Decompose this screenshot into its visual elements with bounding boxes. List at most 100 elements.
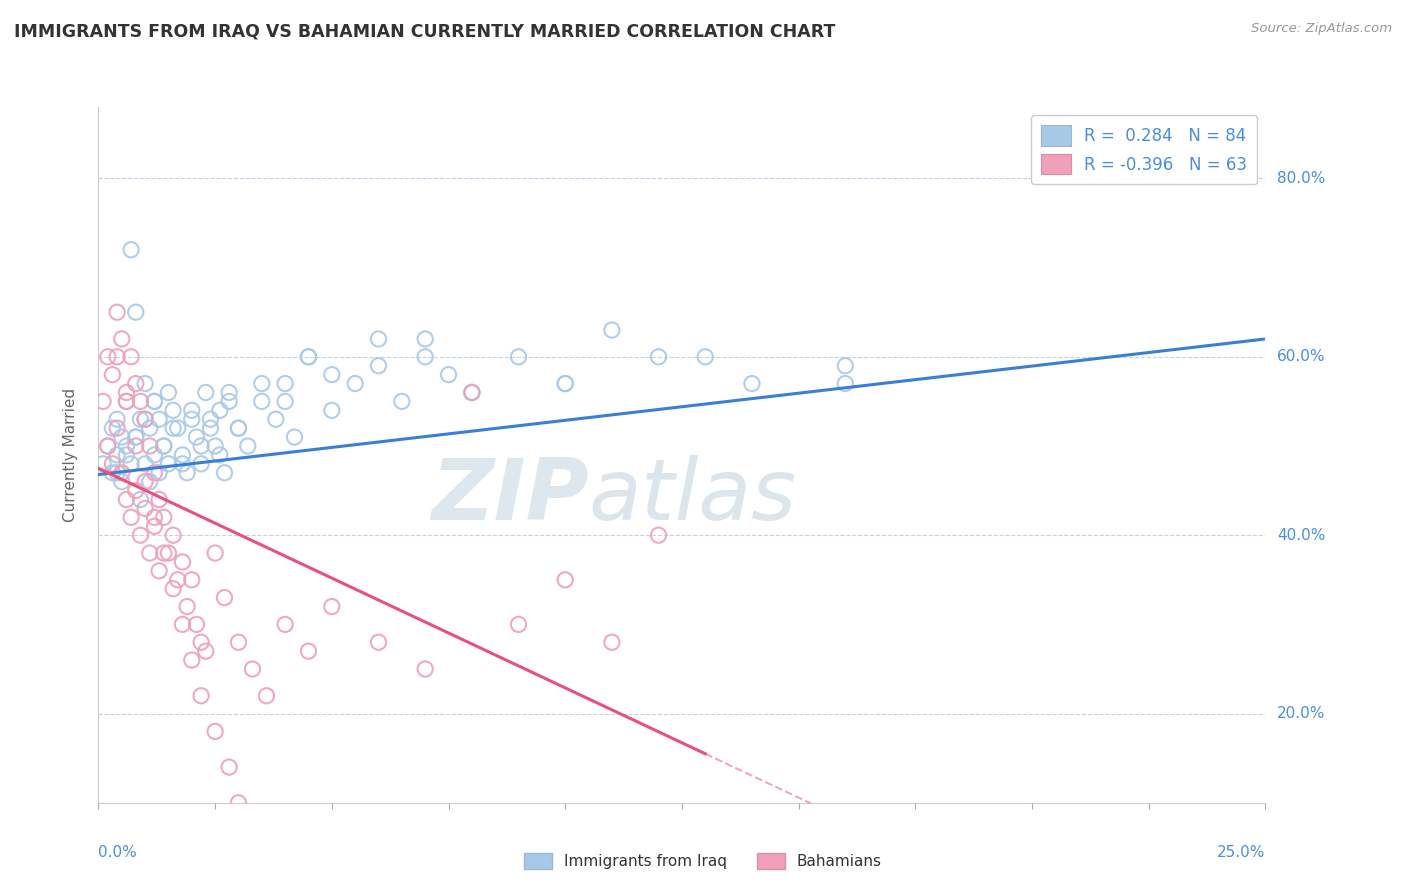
Text: atlas: atlas (589, 455, 797, 538)
Point (125, 430, 148, 444)
Point (236, 439, 259, 453)
Point (148, 466, 170, 480)
Point (250, 376, 273, 391)
Point (204, 546, 226, 560)
Point (554, 573, 576, 587)
Point (111, 332, 134, 346)
Point (200, 421, 222, 435)
Point (91, 457, 114, 471)
Point (101, 421, 124, 435)
Point (166, 573, 188, 587)
Point (129, 528, 152, 542)
Point (129, 412, 152, 426)
Point (172, 617, 194, 632)
Point (111, 475, 134, 489)
Point (461, 385, 484, 400)
Point (250, 394, 273, 409)
Point (218, 760, 240, 774)
Point (208, 403, 231, 417)
Point (242, 662, 264, 676)
Point (208, 448, 231, 462)
Point (166, 421, 188, 435)
Point (143, 466, 166, 480)
Point (148, 412, 170, 426)
Legend: R =  0.284   N = 84, R = -0.396   N = 63: R = 0.284 N = 84, R = -0.396 N = 63 (1031, 115, 1257, 185)
Point (143, 394, 166, 409)
Point (105, 466, 128, 480)
Text: 20.0%: 20.0% (1277, 706, 1326, 721)
Point (134, 501, 156, 516)
Point (111, 466, 134, 480)
Point (190, 457, 212, 471)
Point (120, 457, 142, 471)
Point (214, 466, 236, 480)
Point (297, 350, 319, 364)
Point (143, 510, 166, 524)
Point (162, 421, 184, 435)
Point (297, 644, 319, 658)
Point (152, 546, 174, 560)
Point (190, 635, 212, 649)
Point (600, 323, 623, 337)
Point (139, 546, 162, 560)
Point (129, 492, 152, 507)
Point (190, 439, 212, 453)
Point (111, 430, 134, 444)
Point (162, 528, 184, 542)
Point (120, 350, 142, 364)
Point (105, 421, 128, 435)
Text: 40.0%: 40.0% (1277, 528, 1326, 542)
Point (172, 555, 194, 569)
Point (834, 359, 856, 373)
Point (508, 617, 530, 632)
Point (105, 448, 128, 462)
Point (297, 350, 319, 364)
Point (508, 350, 530, 364)
Point (157, 385, 180, 400)
Point (91, 394, 114, 409)
Point (741, 376, 763, 391)
Point (461, 385, 484, 400)
Point (125, 430, 148, 444)
Point (176, 466, 198, 480)
Point (367, 359, 389, 373)
Point (152, 439, 174, 453)
Point (186, 617, 208, 632)
Y-axis label: Currently Married: Currently Married (63, 388, 77, 522)
Point (413, 332, 436, 346)
Point (413, 662, 436, 676)
Point (101, 457, 124, 471)
Point (256, 689, 278, 703)
Point (139, 439, 162, 453)
Point (200, 412, 222, 426)
Text: 25.0%: 25.0% (1218, 845, 1265, 860)
Point (180, 412, 202, 426)
Point (176, 599, 198, 614)
Point (228, 421, 250, 435)
Point (214, 591, 236, 605)
Point (105, 350, 128, 364)
Point (180, 653, 202, 667)
Point (97, 439, 120, 453)
Point (204, 724, 226, 739)
Text: 60.0%: 60.0% (1277, 350, 1326, 364)
Point (180, 403, 202, 417)
Point (125, 376, 148, 391)
Point (264, 412, 287, 426)
Point (157, 457, 180, 471)
Point (115, 492, 138, 507)
Text: ZIP: ZIP (430, 455, 589, 538)
Point (101, 368, 124, 382)
Point (554, 376, 576, 391)
Point (134, 412, 156, 426)
Point (461, 385, 484, 400)
Point (194, 385, 217, 400)
Point (218, 385, 240, 400)
Point (120, 510, 142, 524)
Point (204, 439, 226, 453)
Text: 80.0%: 80.0% (1277, 171, 1326, 186)
Point (554, 376, 576, 391)
Point (218, 394, 240, 409)
Point (321, 403, 343, 417)
Text: Source: ZipAtlas.com: Source: ZipAtlas.com (1251, 22, 1392, 36)
